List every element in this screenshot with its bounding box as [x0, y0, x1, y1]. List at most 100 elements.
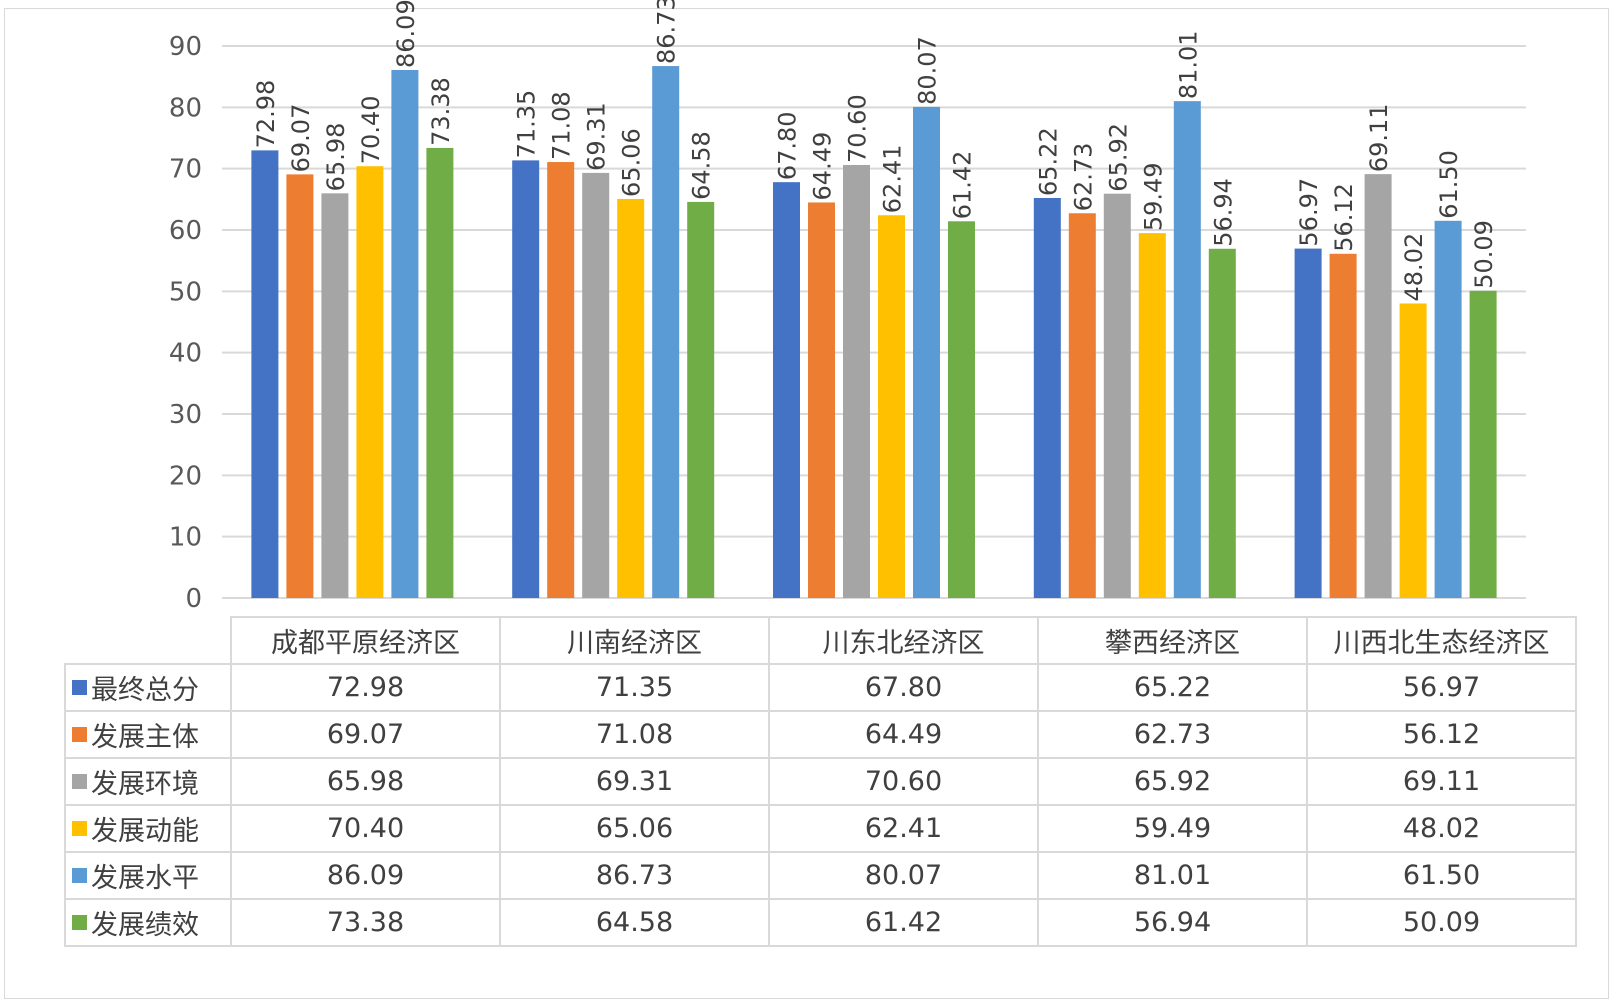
- legend-key: [72, 774, 87, 789]
- bar: [547, 162, 575, 598]
- series-label: 发展绩效: [64, 898, 232, 947]
- bar: [878, 215, 905, 598]
- table-cell: 65.98: [230, 757, 501, 806]
- bar: [391, 69, 419, 599]
- table-cell: 86.73: [499, 851, 770, 900]
- series-label: 发展主体: [64, 710, 232, 759]
- data-label: 64.49: [809, 132, 837, 201]
- bar: [356, 166, 384, 599]
- data-label: 56.94: [1209, 178, 1237, 247]
- data-label: 56.12: [1330, 183, 1358, 252]
- category-label: 川东北经济区: [768, 616, 1039, 665]
- table-cell: 59.49: [1037, 804, 1308, 853]
- table-cell: 65.92: [1037, 757, 1308, 806]
- data-label: 69.07: [287, 104, 315, 173]
- bar: [1329, 253, 1357, 598]
- y-tick-label: 0: [185, 584, 202, 614]
- bar: [1364, 174, 1392, 598]
- category-label: 川西北生态经济区: [1306, 616, 1577, 665]
- data-label: 69.11: [1365, 103, 1393, 172]
- table-cell: 69.31: [499, 757, 770, 806]
- data-label: 80.07: [914, 36, 942, 105]
- bar: [948, 221, 975, 599]
- data-label: 61.42: [949, 151, 977, 220]
- y-axis-ticks: 0 10 20 30 40 50 60 70 80 90: [169, 32, 202, 614]
- table-cell: 50.09: [1306, 898, 1577, 947]
- data-label: 86.73: [653, 0, 681, 64]
- bar: [1138, 233, 1166, 599]
- category-label: 川南经济区: [499, 616, 770, 665]
- series-label: 最终总分: [64, 663, 232, 712]
- data-label: 71.35: [513, 90, 541, 159]
- y-tick-label: 90: [169, 32, 202, 62]
- data-label: 65.22: [1034, 127, 1062, 196]
- bar: [1103, 193, 1131, 598]
- legend-key: [72, 915, 87, 930]
- category-label: 攀西经济区: [1037, 616, 1308, 665]
- data-label: 65.06: [618, 128, 646, 197]
- data-label: 62.73: [1069, 143, 1097, 212]
- chart-frame: [4, 8, 1609, 999]
- bars: [251, 66, 1497, 599]
- table-row: 发展水平 86.09 86.73 80.07 81.01 61.50: [64, 851, 1577, 900]
- data-label: 65.92: [1104, 123, 1132, 192]
- bar: [773, 182, 800, 598]
- table-cell: 73.38: [230, 898, 501, 947]
- table-cell: 71.35: [499, 663, 770, 712]
- data-label: 71.08: [548, 91, 576, 160]
- bar: [843, 164, 870, 598]
- table-cell: 71.08: [499, 710, 770, 759]
- table-cell: 61.42: [768, 898, 1039, 947]
- table-row: 最终总分 72.98 71.35 67.80 65.22 56.97: [64, 663, 1577, 712]
- table-cell: 61.50: [1306, 851, 1577, 900]
- table-cell: 69.07: [230, 710, 501, 759]
- bar-chart: 0 10 20 30 40 50 60 70 80 90 72.98 69.07 65.98 70.40…: [169, 0, 1526, 614]
- data-label: 72.98: [252, 80, 280, 149]
- series-name: 发展绩效: [91, 910, 199, 941]
- bar: [913, 106, 940, 599]
- data-table: 成都平原经济区 川南经济区 川东北经济区 攀西经济区 川西北生态经济区 最终总分 72.9…: [64, 616, 1577, 947]
- data-label: 81.01: [1174, 30, 1202, 99]
- bar: [1399, 303, 1427, 598]
- bar: [1068, 213, 1096, 599]
- series-name: 发展主体: [91, 722, 199, 753]
- bar: [286, 174, 314, 598]
- legend-key: [72, 868, 87, 883]
- bar: [251, 150, 279, 598]
- table-cell: 65.22: [1037, 663, 1308, 712]
- data-label: 65.98: [322, 123, 350, 192]
- table-cell: 56.97: [1306, 663, 1577, 712]
- y-tick-label: 40: [169, 339, 202, 369]
- table-body: 最终总分 72.98 71.35 67.80 65.22 56.97 发展主体 69.07 71…: [64, 663, 1577, 947]
- bar: [426, 147, 454, 598]
- table-corner: [65, 617, 232, 664]
- bar: [1208, 248, 1236, 598]
- y-tick-label: 10: [169, 523, 202, 553]
- table-row: 发展主体 69.07 71.08 64.49 62.73 56.12: [64, 710, 1577, 759]
- series-name: 最终总分: [91, 675, 199, 706]
- y-tick-label: 70: [169, 155, 202, 185]
- table-cell: 80.07: [768, 851, 1039, 900]
- data-label: 69.31: [583, 102, 611, 171]
- data-label: 70.60: [844, 94, 872, 163]
- y-tick-label: 20: [169, 461, 202, 491]
- bar: [1294, 248, 1322, 599]
- table-cell: 81.01: [1037, 851, 1308, 900]
- series-name: 发展环境: [91, 769, 199, 800]
- legend-key: [72, 680, 87, 695]
- data-label: 61.50: [1435, 150, 1463, 219]
- bar: [1434, 220, 1462, 599]
- bar: [687, 201, 715, 598]
- series-label: 发展水平: [64, 851, 232, 900]
- bar: [617, 198, 645, 598]
- bar: [1173, 101, 1201, 598]
- bar: [1033, 197, 1061, 598]
- table-cell: 62.41: [768, 804, 1039, 853]
- series-label: 发展动能: [64, 804, 232, 853]
- data-label: 48.02: [1400, 233, 1428, 302]
- table-row: 发展动能 70.40 65.06 62.41 59.49 48.02: [64, 804, 1577, 853]
- table-cell: 67.80: [768, 663, 1039, 712]
- data-label: 62.41: [879, 144, 907, 213]
- data-label: 64.58: [688, 131, 716, 200]
- table-cell: 48.02: [1306, 804, 1577, 853]
